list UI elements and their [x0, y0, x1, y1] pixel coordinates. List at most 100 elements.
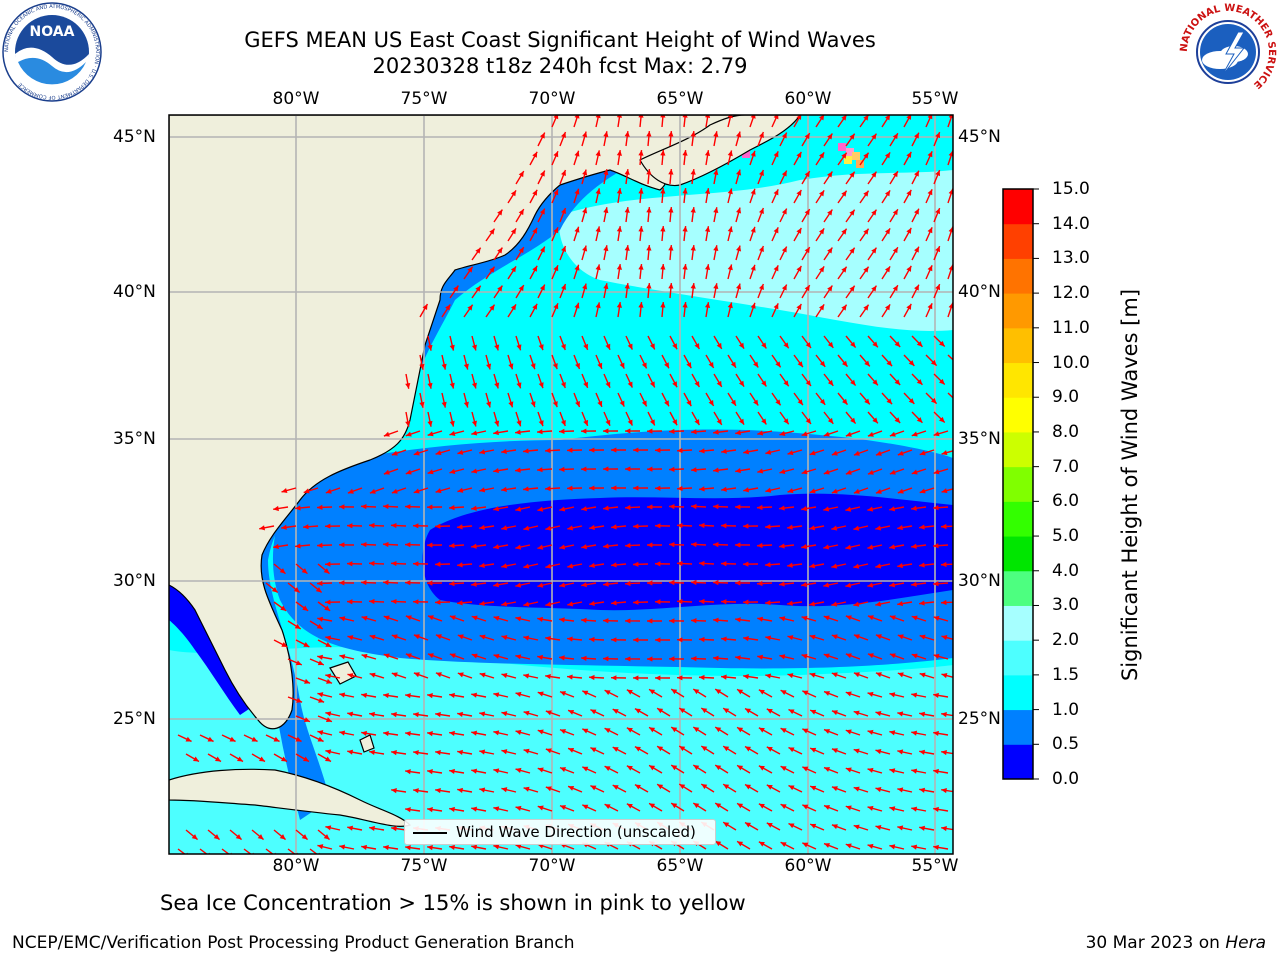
wave-direction-arrowhead — [875, 525, 882, 531]
colorbar-tick-label: 12.0 — [1052, 283, 1090, 304]
wave-direction-arrowhead — [590, 785, 597, 791]
wave-direction-arrowhead — [427, 653, 434, 659]
colorbar-swatch — [1003, 189, 1033, 225]
wave-direction-arrowhead — [339, 580, 345, 586]
wave-direction-arrowhead — [427, 845, 433, 851]
wave-direction-arrowhead — [677, 637, 683, 643]
wave-direction-arrowhead — [427, 615, 434, 621]
wave-direction-arrow — [947, 354, 953, 361]
wave-direction-arrowhead — [766, 708, 773, 714]
wave-direction-arrowhead — [916, 379, 923, 385]
wave-direction-arrowhead — [604, 690, 611, 696]
wave-direction-arrowhead — [405, 653, 412, 659]
wave-direction-arrowhead — [185, 736, 192, 742]
wave-direction-arrowhead — [251, 736, 258, 742]
wave-direction-arrowhead — [633, 447, 639, 453]
wave-direction-arrowhead — [273, 505, 279, 512]
wave-direction-arrowhead — [743, 561, 749, 567]
wave-direction-arrowhead — [493, 615, 500, 621]
wave-direction-arrowhead — [625, 656, 631, 662]
wave-direction-arrowhead — [649, 803, 656, 809]
sea-ice-note: Sea Ice Concentration > 15% is shown in … — [160, 891, 746, 915]
lat-tick-left: 40°N — [113, 282, 156, 302]
wave-direction-arrowhead — [582, 283, 588, 290]
wave-direction-arrowhead — [853, 786, 860, 792]
wave-direction-arrowhead — [595, 226, 601, 233]
wave-direction-arrowhead — [845, 506, 852, 512]
wave-direction-arrowhead — [574, 150, 580, 157]
wave-direction-arrowhead — [494, 344, 500, 351]
wave-direction-arrowhead — [317, 730, 324, 736]
wave-direction-arrowhead — [537, 691, 544, 697]
wave-direction-arrowhead — [797, 361, 803, 368]
wave-direction-arrowhead — [339, 616, 346, 622]
wave-direction-arrowhead — [845, 582, 852, 588]
wave-direction-arrowhead — [735, 655, 741, 661]
wave-direction-arrowhead — [759, 207, 764, 214]
wave-direction-arrowhead — [796, 227, 802, 234]
wave-direction-arrowhead — [501, 525, 508, 531]
wave-direction-arrowhead — [625, 428, 631, 434]
wave-direction-arrowhead — [894, 379, 901, 386]
wave-direction-arrowhead — [449, 344, 455, 351]
wave-direction-arrowhead — [515, 467, 521, 473]
wave-direction-arrowhead — [766, 822, 773, 828]
wave-direction-arrowhead — [831, 672, 838, 678]
wave-direction-arrowhead — [347, 711, 354, 717]
wave-direction-arrowhead — [897, 634, 904, 640]
wave-direction-arrowhead — [471, 844, 478, 850]
wave-direction-arrowhead — [537, 429, 543, 435]
wave-direction-arrowhead — [515, 767, 522, 773]
wave-direction-arrowhead — [515, 544, 522, 550]
wave-direction-arrowhead — [906, 189, 912, 196]
colorbar-tick-label: 10.0 — [1052, 352, 1090, 373]
wave-direction-arrowhead — [779, 430, 786, 436]
colorbar-tick-label: 5.0 — [1052, 526, 1080, 547]
wave-direction-arrowhead — [207, 736, 214, 742]
wave-direction-arrowhead — [657, 784, 664, 790]
wave-direction-arrowhead — [435, 599, 441, 605]
wave-direction-arrowhead — [948, 188, 953, 195]
wave-direction-arrowhead — [935, 284, 941, 291]
wave-direction-arrowhead — [633, 523, 639, 529]
wave-direction-arrowhead — [633, 561, 639, 567]
wave-direction-arrowhead — [897, 450, 904, 456]
wave-direction-arrowhead — [369, 825, 375, 832]
wave-direction-arrowhead — [603, 543, 609, 549]
wave-direction-arrowhead — [802, 766, 809, 772]
wave-direction-arrowhead — [317, 654, 324, 660]
wave-direction-arrowhead — [677, 675, 683, 681]
wave-direction-arrowhead — [911, 806, 918, 812]
lon-tick-bottom: 75°W — [400, 856, 448, 876]
wave-direction-arrowhead — [493, 467, 499, 474]
sea-ice-cell — [852, 152, 860, 160]
wave-direction-arrowhead — [660, 150, 666, 156]
wave-direction-arrowhead — [479, 524, 485, 531]
wave-direction-arrowhead — [801, 544, 807, 550]
wave-direction-arrowhead — [647, 504, 653, 510]
wave-direction-arrowhead — [853, 634, 860, 640]
wave-direction-arrowhead — [649, 689, 656, 695]
wave-direction-arrowhead — [773, 227, 779, 234]
wave-direction-arrowhead — [532, 303, 538, 310]
wave-direction-arrowhead — [864, 398, 870, 405]
wave-direction-arrowhead — [930, 359, 937, 366]
wave-direction-arrowhead — [471, 653, 478, 659]
wave-direction-arrowhead — [405, 693, 411, 699]
wave-direction-arrowhead — [435, 488, 442, 494]
wave-direction-arrowhead — [819, 398, 826, 405]
wave-direction-arrowhead — [823, 544, 830, 550]
wave-direction-arrowhead — [704, 150, 711, 156]
wave-direction-arrowhead — [229, 736, 236, 742]
wave-direction-arrowhead — [787, 450, 794, 456]
wave-direction-arrowhead — [889, 730, 896, 736]
wave-direction-arrowhead — [657, 708, 664, 714]
wave-direction-arrowhead — [765, 635, 772, 641]
wave-direction-arrowhead — [819, 304, 825, 311]
wave-direction-arrowhead — [427, 344, 433, 351]
colorbar-swatch — [1003, 362, 1033, 398]
wave-direction-arrowhead — [552, 363, 558, 370]
wave-direction-arrowhead — [457, 787, 463, 793]
wave-direction-arrowhead — [867, 805, 874, 811]
wave-direction-arrowhead — [479, 672, 486, 678]
